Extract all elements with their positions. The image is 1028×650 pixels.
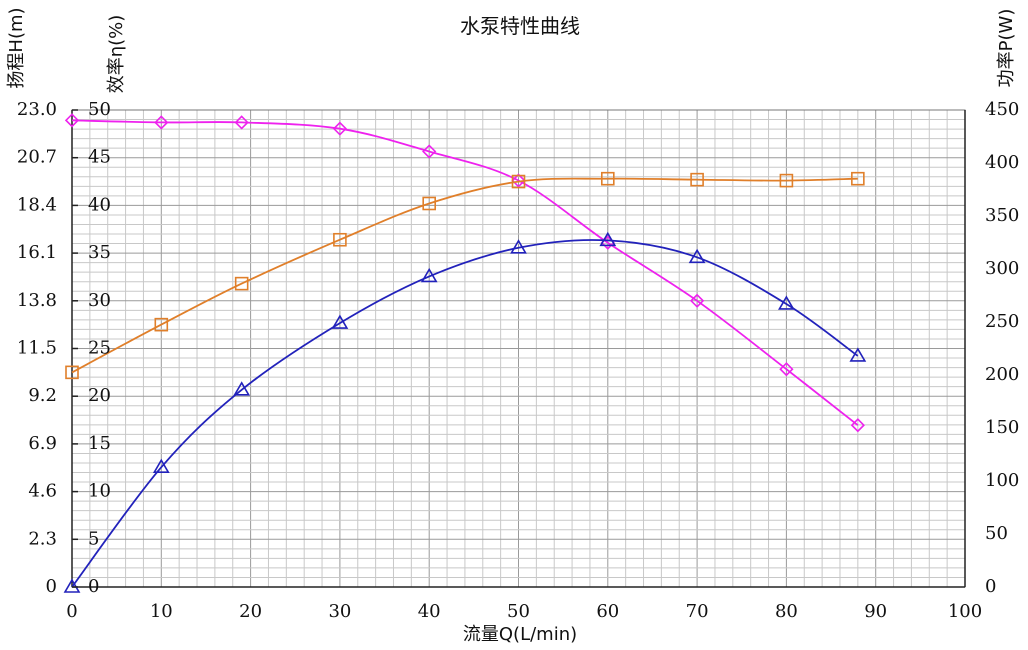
series-layer (63, 113, 867, 593)
power-curve (71, 239, 859, 588)
x-tick-label: 80 (775, 601, 798, 622)
efficiency-axis-title: 效率η(%) (106, 15, 127, 94)
efficiency-tick-label: 15 (88, 433, 111, 454)
head-point (511, 173, 526, 188)
power-axis-title: 功率P(W) (996, 9, 1017, 88)
x-tick-label: 10 (150, 601, 173, 622)
head-point (689, 293, 705, 308)
efficiency-point (154, 317, 169, 332)
power-point (510, 239, 527, 254)
x-tick-label: 20 (239, 601, 262, 622)
power-tick-label: 50 (985, 523, 1008, 544)
power-tick-label: 300 (985, 258, 1019, 279)
chart-title: 水泵特性曲线 (460, 14, 580, 38)
power-point (420, 267, 438, 283)
head-tick-label: 4.6 (28, 481, 57, 502)
x-tick-label: 60 (596, 601, 619, 622)
power-tick-label: 400 (985, 152, 1019, 173)
efficiency-tick-label: 10 (88, 481, 111, 502)
efficiency-point (511, 174, 526, 189)
efficiency-point (779, 173, 794, 188)
efficiency-point (422, 196, 437, 211)
head-tick-label: 11.5 (17, 338, 57, 359)
power-tick-label: 200 (985, 364, 1019, 385)
power-point (849, 347, 867, 362)
efficiency-point (851, 171, 865, 186)
head-tick-label: 16.1 (17, 242, 57, 263)
x-tick-label: 100 (948, 601, 982, 622)
head-tick-label: 20.7 (17, 147, 57, 168)
head-point (234, 115, 249, 130)
head-tick-label: 0 (46, 576, 57, 597)
efficiency-point (690, 172, 704, 187)
power-point (63, 578, 81, 593)
x-tick-label: 30 (328, 601, 351, 622)
efficiency-tick-label: 35 (88, 242, 111, 263)
head-tick-label: 18.4 (17, 194, 57, 215)
efficiency-tick-label: 25 (88, 338, 111, 359)
power-point (688, 248, 706, 264)
efficiency-tick-label: 20 (88, 385, 111, 406)
head-point (154, 115, 169, 130)
power-tick-label: 350 (985, 205, 1019, 226)
power-point (778, 295, 795, 310)
efficiency-tick-label: 30 (88, 290, 111, 311)
power-point (599, 231, 617, 247)
head-axis-title: 扬程H(m) (6, 7, 27, 88)
efficiency-point (234, 276, 249, 291)
head-tick-label: 23.0 (17, 99, 57, 120)
power-tick-label: 150 (985, 417, 1019, 438)
efficiency-tick-label: 40 (88, 194, 111, 215)
grid (71, 109, 966, 588)
power-tick-label: 100 (985, 470, 1019, 491)
efficiency-curve (71, 177, 858, 374)
x-tick-label: 40 (418, 601, 441, 622)
power-point (152, 458, 170, 474)
x-tick-label: 70 (686, 601, 709, 622)
power-point (331, 314, 349, 329)
x-tick-label: 50 (507, 601, 530, 622)
efficiency-point (65, 365, 79, 380)
efficiency-tick-label: 45 (88, 147, 111, 168)
tick-labels: 0 10 20 30 40 50 60 70 80 90 10002.34.66.99.211.51… (17, 99, 1019, 622)
head-point (332, 121, 348, 136)
head-tick-label: 13.8 (17, 290, 57, 311)
head-tick-label: 6.9 (28, 433, 57, 454)
efficiency-tick-label: 0 (88, 576, 99, 597)
head-point (779, 362, 794, 377)
head-tick-label: 2.3 (28, 528, 57, 549)
head-point (850, 418, 865, 433)
x-tick-label: 0 (66, 601, 77, 622)
power-tick-label: 0 (985, 576, 996, 597)
x-tick-label: 90 (864, 601, 887, 622)
efficiency-tick-label: 5 (88, 528, 99, 549)
power-tick-label: 250 (985, 311, 1019, 332)
efficiency-point (600, 171, 615, 186)
power-point (233, 381, 251, 396)
head-point (64, 113, 80, 128)
efficiency-tick-label: 50 (88, 99, 111, 120)
x-axis-title: 流量Q(L/min) (463, 624, 577, 645)
efficiency-point (333, 232, 347, 247)
power-tick-label: 450 (985, 99, 1019, 120)
head-curve (71, 119, 859, 426)
head-tick-label: 9.2 (28, 385, 57, 406)
head-point (422, 144, 437, 159)
